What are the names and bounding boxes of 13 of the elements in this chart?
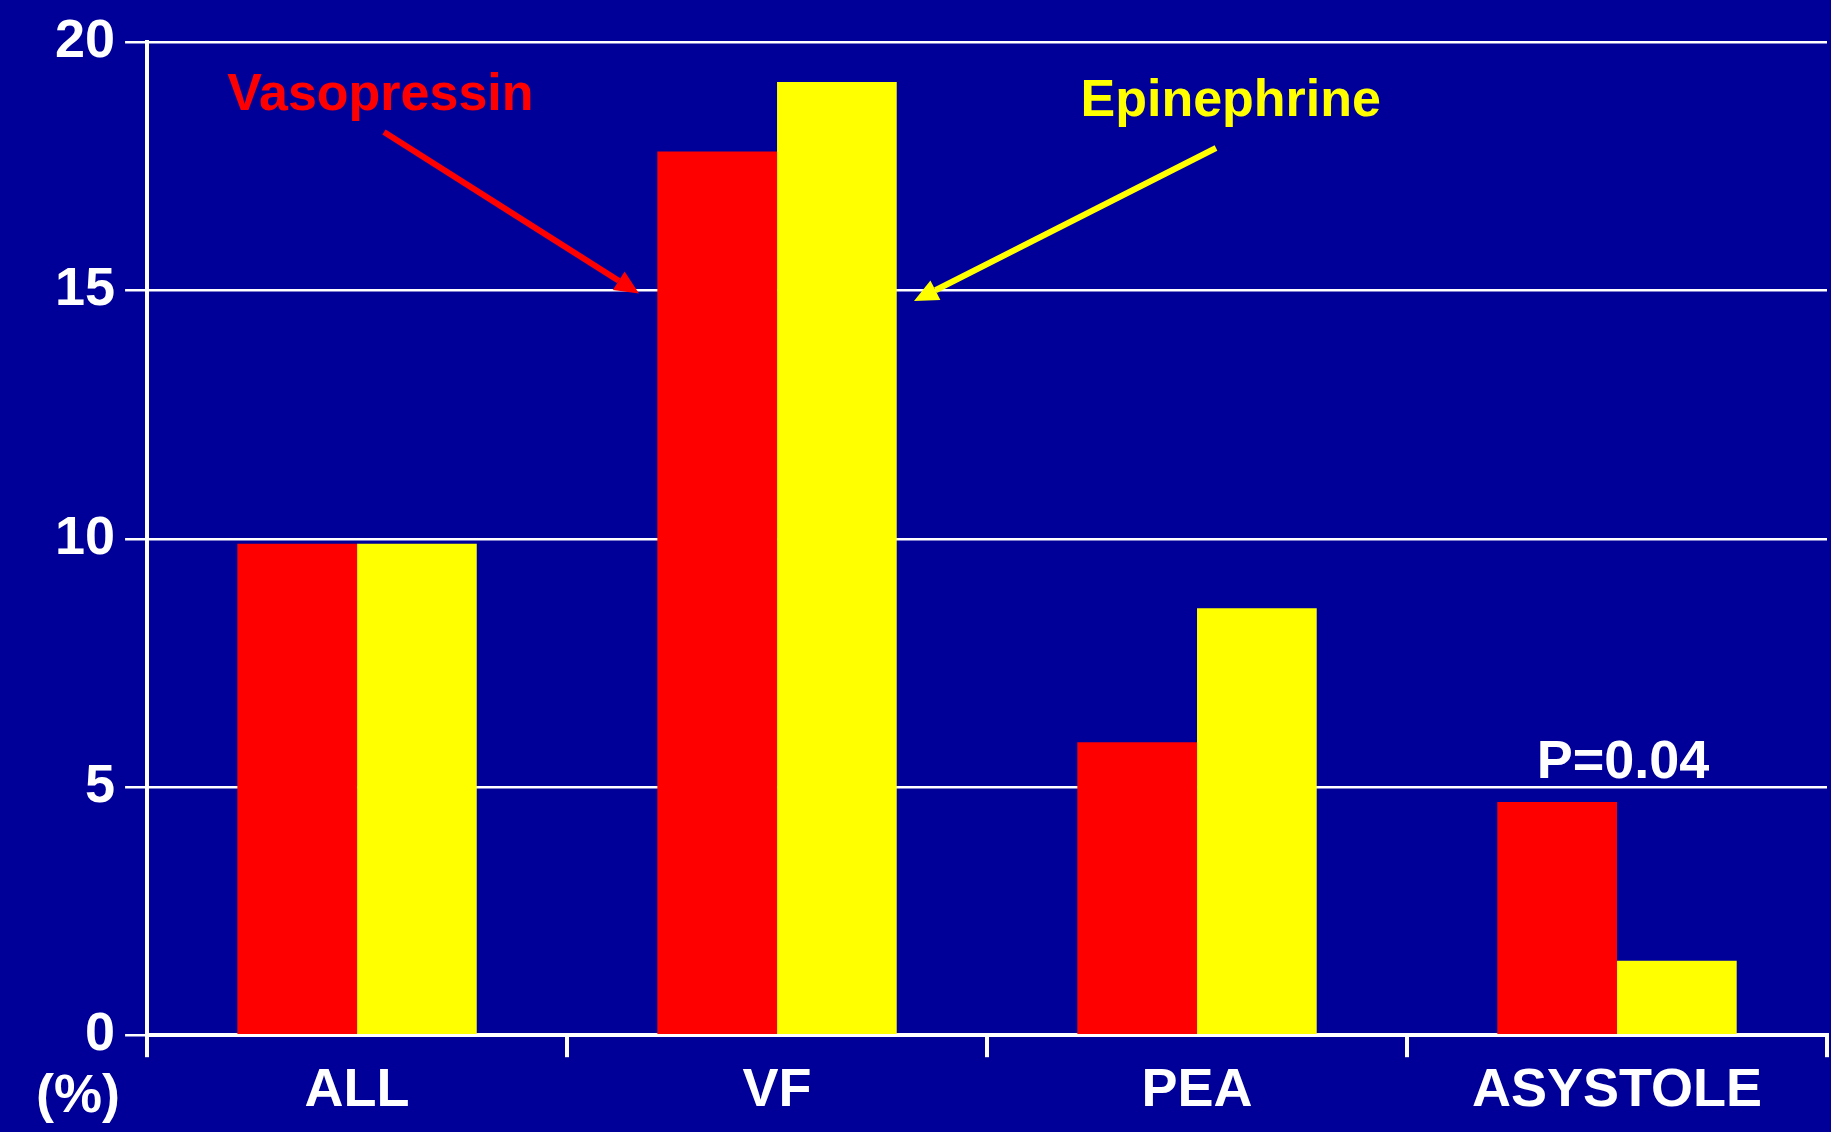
y-axis-title: (%) <box>36 1062 120 1123</box>
text: Vasopressin <box>227 63 534 122</box>
x-tick-label: PEA <box>1141 1057 1253 1118</box>
y-tick-label: 5 <box>85 752 116 813</box>
x-tick-label: VF <box>742 1057 812 1118</box>
text: Epinephrine <box>1080 69 1381 128</box>
annotation: P=0.04 <box>1536 729 1710 790</box>
x-tick-label: ASYSTOLE <box>1471 1057 1763 1118</box>
y-tick-label: 10 <box>54 504 116 565</box>
y-tick-label: 15 <box>54 256 116 317</box>
y-tick-label: 0 <box>85 1001 116 1062</box>
y-tick-label: 20 <box>54 8 116 69</box>
x-tick-label: ALL <box>304 1057 410 1118</box>
